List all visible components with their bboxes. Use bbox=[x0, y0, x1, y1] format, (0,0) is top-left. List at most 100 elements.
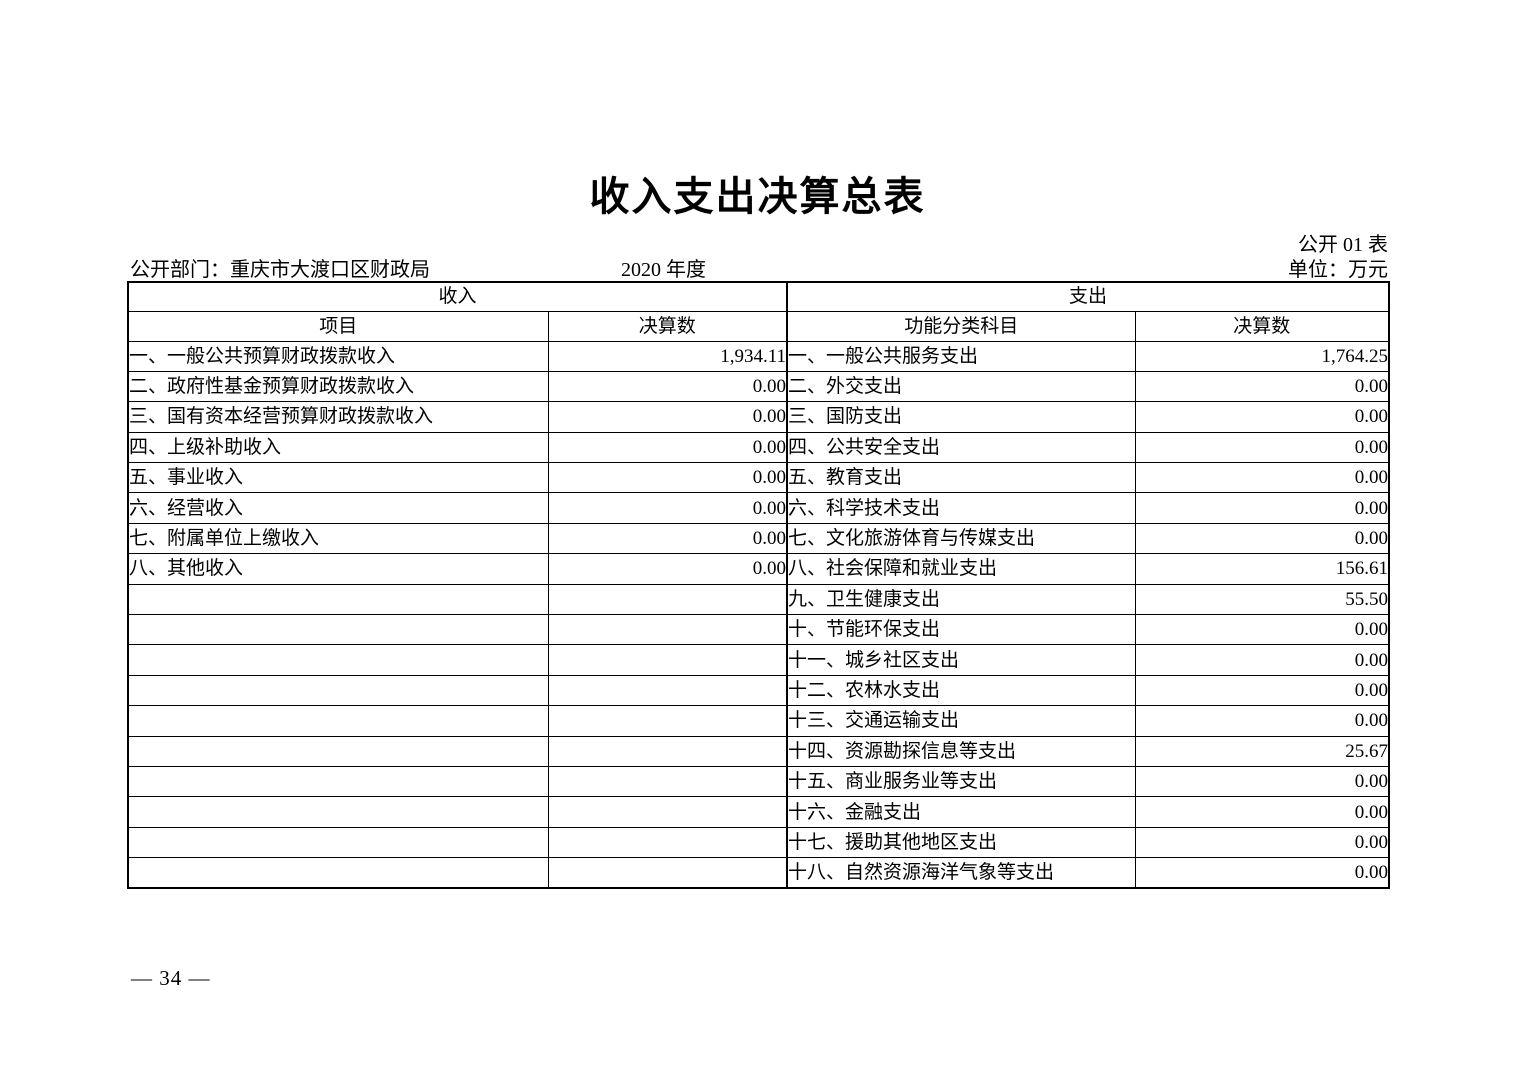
expense-amount-cell: 0.00 bbox=[1134, 401, 1390, 433]
income-item-cell-empty bbox=[127, 614, 549, 646]
expense-item-cell: 二、外交支出 bbox=[786, 370, 1136, 403]
income-item-cell: 六、经营收入 bbox=[127, 492, 549, 524]
table-row: 十二、农林水支出 0.00 bbox=[127, 674, 1390, 707]
expense-item-cell: 四、公共安全支出 bbox=[786, 431, 1136, 464]
table-row: 二、政府性基金预算财政拨款收入 0.00 二、外交支出 0.00 bbox=[127, 370, 1390, 403]
income-item-cell-empty bbox=[127, 583, 549, 616]
income-item-cell: 一、一般公共预算财政拨款收入 bbox=[127, 340, 549, 372]
income-amount-cell-empty bbox=[547, 796, 788, 828]
table-row: 九、卫生健康支出 55.50 bbox=[127, 583, 1390, 616]
income-amount-cell-empty bbox=[547, 614, 788, 646]
income-item-cell-empty bbox=[127, 735, 549, 767]
income-amount-cell: 0.00 bbox=[547, 401, 788, 433]
section-header-row: 收入 支出 bbox=[127, 281, 1390, 312]
expense-item-cell: 五、教育支出 bbox=[786, 462, 1136, 494]
expense-item-cell: 十六、金融支出 bbox=[786, 796, 1136, 828]
income-item-cell: 二、政府性基金预算财政拨款收入 bbox=[127, 370, 549, 403]
expense-amount-cell: 55.50 bbox=[1134, 583, 1390, 616]
expense-amount-cell: 0.00 bbox=[1134, 644, 1390, 676]
table-row: 十七、援助其他地区支出 0.00 bbox=[127, 826, 1390, 859]
income-item-cell: 三、国有资本经营预算财政拨款收入 bbox=[127, 401, 549, 433]
income-amount-cell: 0.00 bbox=[547, 492, 788, 524]
table-row: 十一、城乡社区支出 0.00 bbox=[127, 644, 1390, 676]
expense-item-cell: 七、文化旅游体育与传媒支出 bbox=[786, 522, 1136, 555]
income-item-cell-empty bbox=[127, 765, 549, 798]
department-label: 公开部门：重庆市大渡口区财政局 bbox=[130, 259, 430, 281]
table-row: 一、一般公共预算财政拨款收入 1,934.11 一、一般公共服务支出 1,764… bbox=[127, 340, 1390, 372]
expense-item-cell: 六、科学技术支出 bbox=[786, 492, 1136, 524]
expense-item-cell: 十八、自然资源海洋气象等支出 bbox=[786, 857, 1136, 889]
table-row: 三、国有资本经营预算财政拨款收入 0.00 三、国防支出 0.00 bbox=[127, 401, 1390, 433]
expense-item-cell: 十一、城乡社区支出 bbox=[786, 644, 1136, 676]
fiscal-year-label: 2020 年度 bbox=[621, 259, 706, 281]
table-row: 五、事业收入 0.00 五、教育支出 0.00 bbox=[127, 462, 1390, 494]
expense-amount-cell: 0.00 bbox=[1134, 674, 1390, 707]
table-row: 十六、金融支出 0.00 bbox=[127, 796, 1390, 828]
income-amount-cell-empty bbox=[547, 644, 788, 676]
income-item-cell-empty bbox=[127, 644, 549, 676]
income-item-cell: 五、事业收入 bbox=[127, 462, 549, 494]
expense-item-cell: 九、卫生健康支出 bbox=[786, 583, 1136, 616]
income-item-cell-empty bbox=[127, 705, 549, 737]
income-item-cell-empty bbox=[127, 796, 549, 828]
table-row: 十四、资源勘探信息等支出 25.67 bbox=[127, 735, 1390, 767]
page-number: — 34 — bbox=[131, 966, 211, 990]
table-row: 十、节能环保支出 0.00 bbox=[127, 614, 1390, 646]
expense-item-cell: 十二、农林水支出 bbox=[786, 674, 1136, 707]
unit-label: 单位：万元 bbox=[1288, 259, 1388, 281]
income-amount-cell: 0.00 bbox=[547, 553, 788, 585]
budget-summary-table: 收入 支出 项目 决算数 功能分类科目 决算数 一、一般公共预算财政拨款收入 1… bbox=[127, 281, 1391, 890]
table-row: 十三、交通运输支出 0.00 bbox=[127, 705, 1390, 737]
income-item-cell: 四、上级补助收入 bbox=[127, 431, 549, 464]
income-item-cell-empty bbox=[127, 674, 549, 707]
table-row: 七、附属单位上缴收入 0.00 七、文化旅游体育与传媒支出 0.00 bbox=[127, 522, 1390, 555]
expense-amount-cell: 0.00 bbox=[1134, 826, 1390, 859]
expense-amount-cell: 0.00 bbox=[1134, 614, 1390, 646]
meta-row: 公开部门：重庆市大渡口区财政局 2020 年度 单位：万元 bbox=[127, 253, 1388, 281]
expense-item-cell: 十五、商业服务业等支出 bbox=[786, 765, 1136, 798]
column-header-row: 项目 决算数 功能分类科目 决算数 bbox=[127, 310, 1390, 342]
expense-item-cell: 十、节能环保支出 bbox=[786, 614, 1136, 646]
expense-item-cell: 十三、交通运输支出 bbox=[786, 705, 1136, 737]
expense-amount-cell: 0.00 bbox=[1134, 765, 1390, 798]
income-item-cell-empty bbox=[127, 857, 549, 889]
income-item-column-header: 项目 bbox=[127, 310, 549, 342]
expense-amount-cell: 0.00 bbox=[1134, 370, 1390, 403]
expense-amount-cell: 156.61 bbox=[1134, 553, 1390, 585]
income-amount-column-header: 决算数 bbox=[547, 310, 788, 342]
table-code-label: 公开 01 表 bbox=[1298, 234, 1388, 256]
expense-amount-cell: 0.00 bbox=[1134, 431, 1390, 464]
expense-amount-cell: 0.00 bbox=[1134, 492, 1390, 524]
expense-amount-column-header: 决算数 bbox=[1134, 310, 1390, 342]
expense-amount-cell: 0.00 bbox=[1134, 705, 1390, 737]
income-amount-cell: 0.00 bbox=[547, 462, 788, 494]
expense-amount-cell: 0.00 bbox=[1134, 522, 1390, 555]
income-section-header: 收入 bbox=[127, 281, 788, 312]
expense-item-cell: 十七、援助其他地区支出 bbox=[786, 826, 1136, 859]
table-row: 六、经营收入 0.00 六、科学技术支出 0.00 bbox=[127, 492, 1390, 524]
expense-item-cell: 八、社会保障和就业支出 bbox=[786, 553, 1136, 585]
income-amount-cell-empty bbox=[547, 826, 788, 859]
expense-item-column-header: 功能分类科目 bbox=[786, 310, 1136, 342]
income-amount-cell-empty bbox=[547, 857, 788, 889]
expense-amount-cell: 0.00 bbox=[1134, 462, 1390, 494]
expense-amount-cell: 25.67 bbox=[1134, 735, 1390, 767]
income-amount-cell-empty bbox=[547, 735, 788, 767]
income-item-cell: 七、附属单位上缴收入 bbox=[127, 522, 549, 555]
income-amount-cell-empty bbox=[547, 705, 788, 737]
expense-section-header: 支出 bbox=[786, 281, 1390, 312]
table-row: 十八、自然资源海洋气象等支出 0.00 bbox=[127, 857, 1390, 889]
income-amount-cell-empty bbox=[547, 583, 788, 616]
income-amount-cell: 0.00 bbox=[547, 370, 788, 403]
income-amount-cell: 1,934.11 bbox=[547, 340, 788, 372]
expense-amount-cell: 0.00 bbox=[1134, 857, 1390, 889]
expense-amount-cell: 0.00 bbox=[1134, 796, 1390, 828]
table-row: 四、上级补助收入 0.00 四、公共安全支出 0.00 bbox=[127, 431, 1390, 464]
income-item-cell: 八、其他收入 bbox=[127, 553, 549, 585]
income-item-cell-empty bbox=[127, 826, 549, 859]
table-row: 八、其他收入 0.00 八、社会保障和就业支出 156.61 bbox=[127, 553, 1390, 585]
income-amount-cell: 0.00 bbox=[547, 522, 788, 555]
table-row: 十五、商业服务业等支出 0.00 bbox=[127, 765, 1390, 798]
income-amount-cell: 0.00 bbox=[547, 431, 788, 464]
